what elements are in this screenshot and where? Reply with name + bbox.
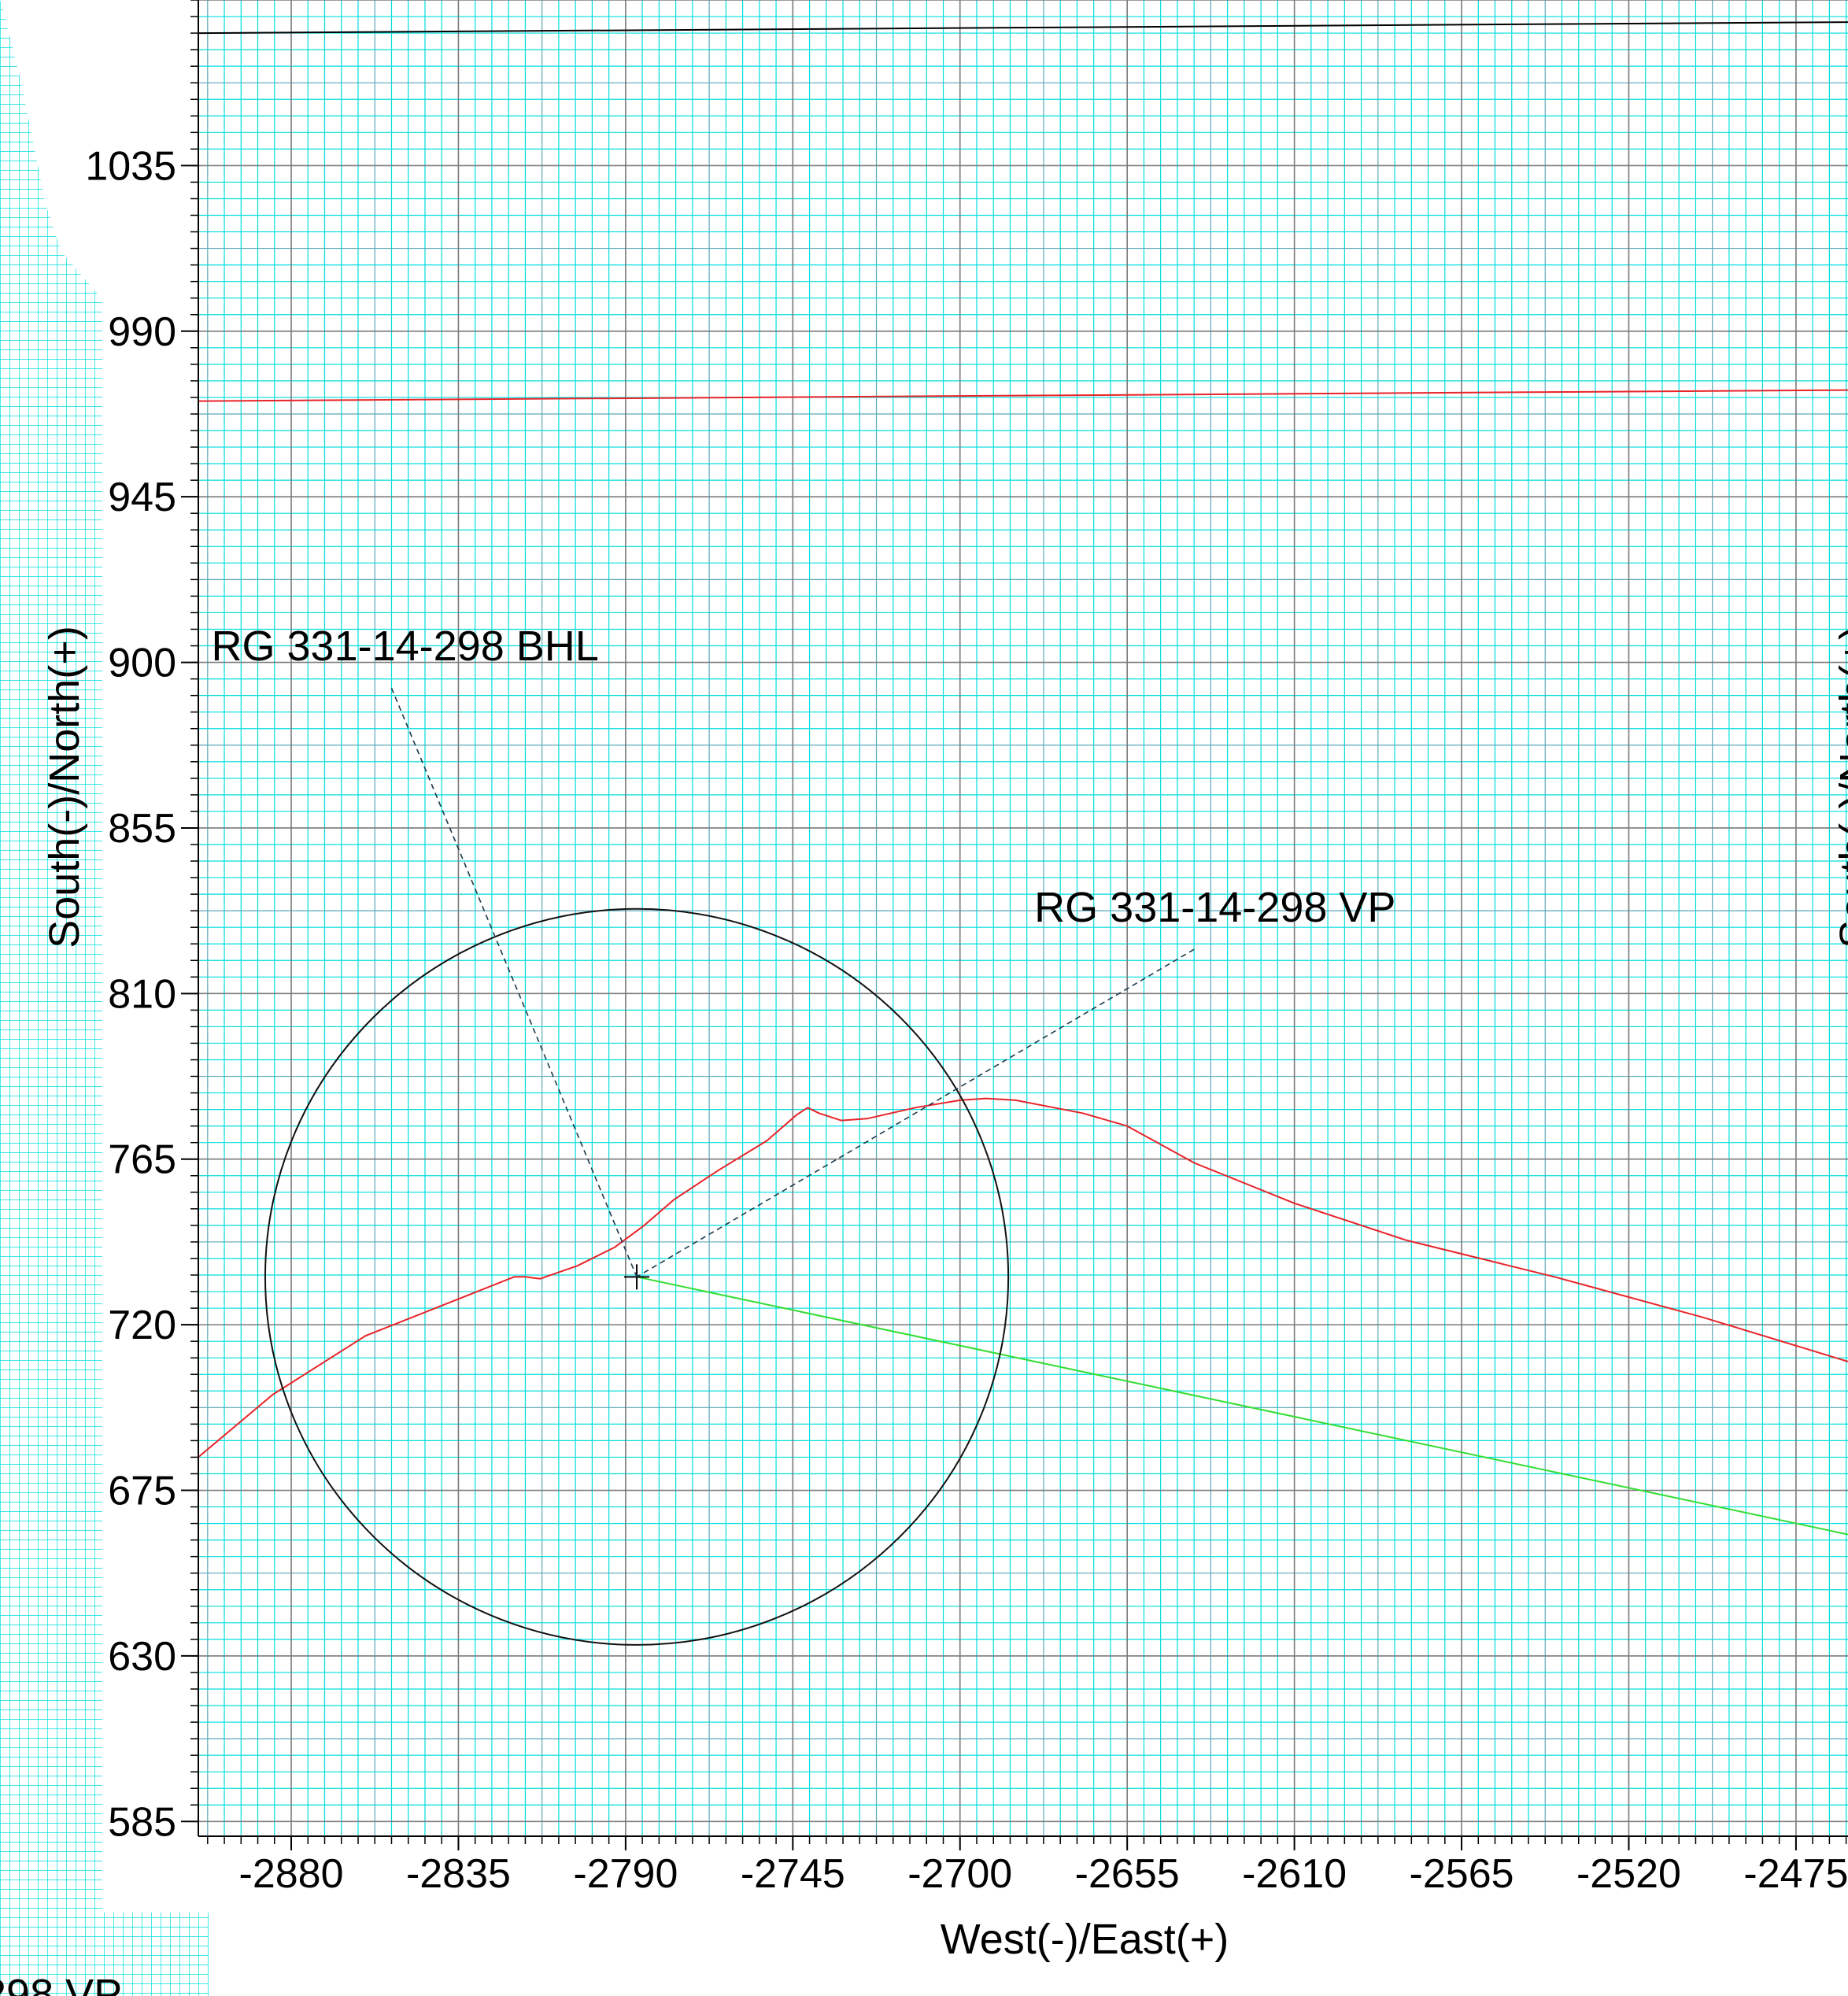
x-minor-ticks [207,1836,1847,1844]
y-tick-label: 1035 [85,143,176,189]
x-axis-label: West(-)/East(+) [941,1916,1229,1963]
y-tick-label: 945 [108,475,176,520]
x-tick-label: -2610 [1242,1851,1347,1897]
x-tick-label: -2835 [406,1851,511,1897]
axes: -2880 -2835 -2790 -2745 -2700 -2655 -2610 -2565… [85,0,1848,1897]
target-circle [264,907,1010,1646]
adjacent-plot-fragment [0,0,209,1996]
x-tick-label: -2745 [741,1851,845,1897]
bottom-left-fragment-label: 1-298 VP [0,1971,122,1996]
y-tick-label: 720 [108,1303,176,1348]
plot-area: RG 331-14-298 BHL RG 331-14-298 VP [198,0,1848,1836]
annotation-label-2: RG 331-14-298 VP [1034,884,1395,931]
adjacent-plot-grid-area [0,0,209,1996]
annotation-leader-2 [636,948,1195,1278]
y-tick-label: 855 [108,806,176,852]
right-y-axis-label: South(-)/North(+) [1831,626,1848,948]
y-tick-label: 765 [108,1137,176,1183]
x-tick-label: -2700 [907,1851,1012,1897]
y-tick-label: 585 [108,1799,176,1845]
series-green-line [636,1276,1848,1536]
y-tick-label: 900 [108,641,176,686]
y-minor-ticks [190,0,198,1823]
y-tick-label: 990 [108,309,176,355]
series-layer [198,21,1848,1646]
x-tick-label: -2475 [1743,1851,1848,1897]
annotation-leader-1 [390,687,638,1277]
y-tick-label: 630 [108,1634,176,1680]
y-tick-label: 810 [108,971,176,1017]
major-grid [198,0,1848,1836]
x-tick-label: -2655 [1075,1851,1180,1897]
x-tick-label: -2565 [1410,1851,1514,1897]
y-tick-labels: 1035 990 945 900 855 810 765 720 675 630 585 [85,143,198,1845]
series-black-line [198,21,1848,35]
annotation-label-1: RG 331-14-298 BHL [212,623,599,670]
y-tick-label: 675 [108,1469,176,1514]
x-tick-label: -2880 [239,1851,344,1897]
series-red-line [198,389,1848,402]
plot-background [198,0,1848,1836]
x-tick-label: -2790 [573,1851,678,1897]
minor-grid [198,0,1848,1836]
x-tick-labels: -2880 -2835 -2790 -2745 -2700 -2655 -2610 -2565… [239,1836,1848,1897]
series-wellpath [198,1097,1848,1458]
x-tick-label: -2520 [1576,1851,1681,1897]
annotation-layer: RG 331-14-298 BHL RG 331-14-298 VP [212,623,1395,1278]
y-axis-label: South(-)/North(+) [41,626,88,948]
